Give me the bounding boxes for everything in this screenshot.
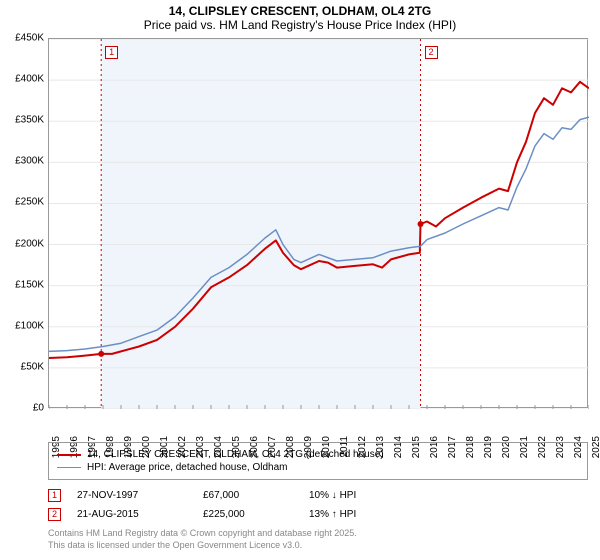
- sales-table: 1 27-NOV-1997 £67,000 10% ↓ HPI 2 21-AUG-2015…: [48, 486, 588, 524]
- title-main: 14, CLIPSLEY CRESCENT, OLDHAM, OL4 2TG: [0, 4, 600, 18]
- y-tick-label: £150K: [15, 279, 44, 290]
- footer: Contains HM Land Registry data © Crown c…: [48, 528, 588, 551]
- sale-marker-2: 2: [425, 46, 438, 59]
- y-tick-label: £400K: [15, 74, 44, 85]
- y-axis: £0£50K£100K£150K£200K£250K£300K£350K£400…: [0, 38, 46, 408]
- legend: 14, CLIPSLEY CRESCENT, OLDHAM, OL4 2TG (…: [48, 442, 588, 480]
- legend-row: HPI: Average price, detached house, Oldh…: [57, 462, 579, 473]
- y-tick-label: £0: [33, 403, 44, 414]
- x-tick-label: 2025: [591, 436, 600, 458]
- legend-row: 14, CLIPSLEY CRESCENT, OLDHAM, OL4 2TG (…: [57, 449, 579, 460]
- y-tick-label: £250K: [15, 197, 44, 208]
- legend-label: 14, CLIPSLEY CRESCENT, OLDHAM, OL4 2TG (…: [87, 449, 384, 460]
- y-tick-label: £50K: [21, 361, 44, 372]
- legend-swatch: [57, 467, 81, 468]
- chart-container: 14, CLIPSLEY CRESCENT, OLDHAM, OL4 2TG P…: [0, 0, 600, 560]
- plot-svg: [49, 39, 589, 409]
- sale-row-marker: 2: [48, 508, 61, 521]
- sale-date: 21-AUG-2015: [77, 509, 187, 520]
- titles: 14, CLIPSLEY CRESCENT, OLDHAM, OL4 2TG P…: [0, 0, 600, 32]
- sale-marker-1: 1: [105, 46, 118, 59]
- sale-diff: 10% ↓ HPI: [309, 490, 409, 501]
- sale-row: 2 21-AUG-2015 £225,000 13% ↑ HPI: [48, 505, 588, 524]
- y-tick-label: £100K: [15, 320, 44, 331]
- y-tick-label: £450K: [15, 33, 44, 44]
- y-tick-label: £300K: [15, 156, 44, 167]
- y-tick-label: £350K: [15, 115, 44, 126]
- legend-swatch: [57, 454, 81, 456]
- sale-row-marker: 1: [48, 489, 61, 502]
- sale-diff: 13% ↑ HPI: [309, 509, 409, 520]
- sale-price: £225,000: [203, 509, 293, 520]
- legend-label: HPI: Average price, detached house, Oldh…: [87, 462, 288, 473]
- footer-line2: This data is licensed under the Open Gov…: [48, 540, 588, 552]
- x-axis: 1995199619971998199920002001200220032004…: [48, 408, 588, 438]
- footer-line1: Contains HM Land Registry data © Crown c…: [48, 528, 588, 540]
- sale-row: 1 27-NOV-1997 £67,000 10% ↓ HPI: [48, 486, 588, 505]
- plot-area: 12: [48, 38, 588, 408]
- sale-price: £67,000: [203, 490, 293, 501]
- title-sub: Price paid vs. HM Land Registry's House …: [0, 18, 600, 32]
- y-tick-label: £200K: [15, 238, 44, 249]
- sale-date: 27-NOV-1997: [77, 490, 187, 501]
